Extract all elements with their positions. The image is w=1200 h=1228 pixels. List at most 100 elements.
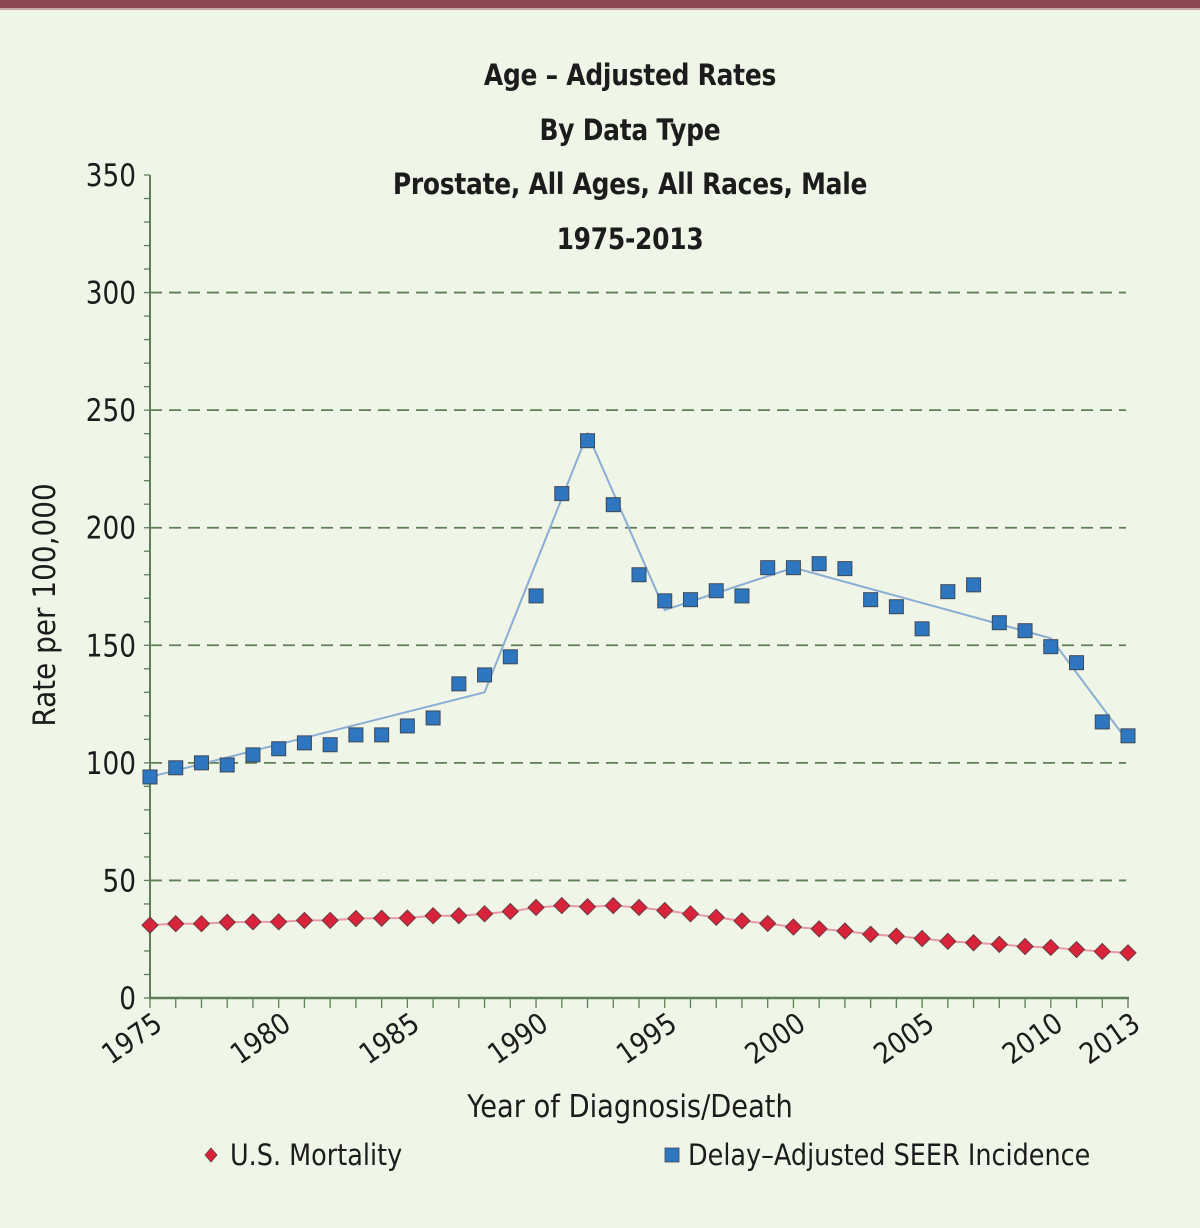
incidence-point-2002 <box>837 561 853 577</box>
incidence-point-2005 <box>914 621 930 637</box>
incidence-point-2011 <box>1069 655 1085 671</box>
series-us-mortality <box>141 896 1137 962</box>
incidence-point-2001 <box>811 556 827 572</box>
incidence-point-1991 <box>554 486 570 502</box>
mortality-point-1979 <box>244 913 262 931</box>
chart-title-line-2: By Data Type <box>539 112 721 147</box>
mortality-point-1998 <box>733 912 751 930</box>
mortality-point-1990 <box>527 898 545 917</box>
mortality-point-1997 <box>707 908 725 927</box>
y-tick-label: 150 <box>86 627 136 664</box>
x-tick-label: 2000 <box>740 1007 812 1071</box>
y-axis-title: Rate per 100,000 <box>27 483 63 726</box>
incidence-point-1983 <box>348 727 364 743</box>
incidence-point-2007 <box>966 577 982 593</box>
incidence-point-2012 <box>1094 714 1110 730</box>
mortality-point-2005 <box>913 929 931 948</box>
mortality-point-1986 <box>424 906 442 925</box>
incidence-point-1994 <box>631 567 647 583</box>
incidence-point-2013 <box>1120 728 1136 744</box>
y-tick-label: 250 <box>86 392 136 429</box>
incidence-point-1993 <box>605 497 621 513</box>
trend-lines <box>149 431 1129 954</box>
mortality-point-1989 <box>501 902 520 921</box>
mortality-point-1981 <box>295 911 314 930</box>
x-tick-label: 1980 <box>225 1007 297 1071</box>
x-tick-label: 2005 <box>868 1007 940 1071</box>
mortality-point-2006 <box>939 932 957 951</box>
mortality-point-2007 <box>964 934 983 952</box>
mortality-point-2011 <box>1067 940 1086 959</box>
mortality-point-1978 <box>218 913 236 931</box>
incidence-point-2003 <box>863 592 879 608</box>
mortality-point-1992 <box>578 898 597 916</box>
y-tick-label: 100 <box>86 745 136 782</box>
chart-title-line-3: Prostate, All Ages, All Races, Male <box>392 167 868 201</box>
incidence-point-1998 <box>734 588 750 604</box>
mortality-point-1991 <box>553 896 571 915</box>
incidence-point-1984 <box>374 727 390 743</box>
y-tick-label: 350 <box>86 157 136 194</box>
legend-square-icon <box>664 1147 680 1163</box>
grid-lines <box>150 291 1126 882</box>
legend-diamond-icon <box>204 1147 218 1163</box>
incidence-point-1978 <box>219 757 235 773</box>
mortality-point-2010 <box>1042 938 1060 957</box>
incidence-point-1990 <box>528 588 544 604</box>
top-accent-bar <box>0 0 1200 10</box>
incidence-point-1989 <box>502 649 518 665</box>
incidence-point-1999 <box>760 560 776 576</box>
incidence-trend-line <box>149 431 1129 778</box>
series-seer-incidence <box>142 433 1136 785</box>
mortality-point-1988 <box>475 905 494 923</box>
y-tick-label: 300 <box>86 274 136 311</box>
axes <box>144 174 1129 1008</box>
incidence-point-1975 <box>142 769 158 785</box>
incidence-point-1982 <box>322 737 338 753</box>
mortality-point-2012 <box>1093 942 1111 961</box>
incidence-point-1985 <box>399 718 415 734</box>
x-axis-title: Year of Diagnosis/Death <box>466 1088 792 1124</box>
incidence-point-1980 <box>271 741 287 757</box>
x-tick-label: 2010 <box>997 1007 1069 1071</box>
chart-title-line-4: 1975-2013 <box>556 221 704 256</box>
x-tick-label: 1995 <box>611 1007 683 1071</box>
mortality-point-2013 <box>1119 944 1137 962</box>
mortality-point-2003 <box>861 925 880 943</box>
mortality-point-1982 <box>321 911 339 930</box>
y-tick-label: 50 <box>102 862 136 899</box>
incidence-point-2009 <box>1017 623 1033 639</box>
mortality-point-1996 <box>681 905 700 923</box>
y-tick-label: 0 <box>119 980 136 1017</box>
mortality-point-1999 <box>758 914 777 933</box>
mortality-point-1985 <box>398 909 417 927</box>
mortality-point-2001 <box>810 920 828 938</box>
incidence-point-1987 <box>451 676 467 692</box>
legend-label-seer-incidence: Delay–Adjusted SEER Incidence <box>688 1140 1090 1173</box>
incidence-point-2000 <box>785 560 801 576</box>
mortality-point-1987 <box>450 906 468 925</box>
x-tick-label: 1990 <box>482 1007 554 1071</box>
incidence-point-1986 <box>425 710 441 726</box>
incidence-point-1979 <box>245 747 261 763</box>
mortality-point-1983 <box>347 909 365 928</box>
incidence-point-1996 <box>682 592 698 608</box>
legend-item-seer-incidence[interactable]: Delay–Adjusted SEER Incidence <box>664 1140 1090 1173</box>
incidence-point-1992 <box>580 433 596 449</box>
incidence-point-1988 <box>477 667 493 683</box>
chart-title-line-1: Age – Adjusted Rates <box>483 58 777 92</box>
mortality-point-1984 <box>372 909 391 927</box>
mortality-point-2009 <box>1016 937 1034 956</box>
mortality-point-1980 <box>269 913 288 931</box>
x-tick-label: 1985 <box>354 1007 426 1071</box>
mortality-point-1977 <box>192 914 211 933</box>
incidence-point-1977 <box>193 755 209 771</box>
mortality-point-2002 <box>836 922 854 940</box>
incidence-point-1976 <box>168 760 184 776</box>
mortality-point-1975 <box>141 916 159 934</box>
incidence-point-1995 <box>657 593 673 609</box>
x-tick-label: 2013 <box>1074 1007 1146 1071</box>
incidence-point-1997 <box>708 583 724 599</box>
legend-item-us-mortality[interactable]: U.S. Mortality <box>204 1140 402 1173</box>
